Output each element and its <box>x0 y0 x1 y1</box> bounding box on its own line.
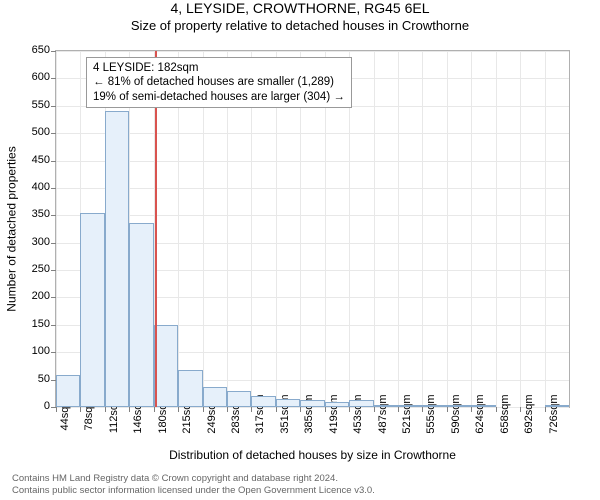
xtick-label: 419sqm <box>328 394 340 433</box>
histogram-bar <box>325 402 349 407</box>
xtick-label: 658sqm <box>499 394 511 433</box>
ytick-label: 350 <box>32 208 50 220</box>
xtick-mark <box>56 407 57 412</box>
xtick-mark <box>520 407 521 412</box>
gridline-h <box>56 215 569 216</box>
xtick-mark <box>105 407 106 412</box>
histogram-bar <box>80 213 104 407</box>
x-axis-label: Distribution of detached houses by size … <box>55 448 570 462</box>
gridline-v <box>447 51 448 407</box>
xtick-label: 555sqm <box>425 394 437 433</box>
histogram-bar <box>398 405 422 407</box>
histogram-bar <box>300 400 324 407</box>
ytick-label: 600 <box>32 71 50 83</box>
gridline-v <box>520 51 521 407</box>
ytick-label: 400 <box>32 181 50 193</box>
histogram-bar <box>447 405 471 407</box>
y-axis-label: Number of detached properties <box>5 50 19 408</box>
xtick-mark <box>545 407 546 412</box>
xtick-label: 487sqm <box>377 394 389 433</box>
gridline-v <box>422 51 423 407</box>
xtick-mark <box>203 407 204 412</box>
ytick-label: 0 <box>44 400 50 412</box>
xtick-mark <box>154 407 155 412</box>
xtick-mark <box>251 407 252 412</box>
xtick-mark <box>447 407 448 412</box>
ytick-label: 50 <box>38 373 50 385</box>
footer-line-1: Contains HM Land Registry data © Crown c… <box>12 473 375 484</box>
gridline-v <box>374 51 375 407</box>
ytick-label: 550 <box>32 99 50 111</box>
gridline-h <box>56 133 569 134</box>
ytick-label: 500 <box>32 126 50 138</box>
ytick-label: 250 <box>32 263 50 275</box>
ytick-label: 200 <box>32 290 50 302</box>
xtick-mark <box>398 407 399 412</box>
chart-subtitle: Size of property relative to detached ho… <box>0 18 600 33</box>
xtick-mark <box>80 407 81 412</box>
histogram-bar <box>178 370 202 407</box>
gridline-v <box>471 51 472 407</box>
ytick-label: 150 <box>32 318 50 330</box>
annotation-line-1: 4 LEYSIDE: 182sqm <box>93 61 345 75</box>
gridline-v <box>545 51 546 407</box>
histogram-bar <box>471 405 495 407</box>
histogram-bar <box>203 387 227 407</box>
gridline-v <box>56 51 57 407</box>
footer-line-2: Contains public sector information licen… <box>12 485 375 496</box>
ytick-label: 100 <box>32 345 50 357</box>
gridline-h <box>56 161 569 162</box>
xtick-mark <box>129 407 130 412</box>
ytick-label: 450 <box>32 154 50 166</box>
gridline-h <box>56 51 569 52</box>
plot-area: 4 LEYSIDE: 182sqm ← 81% of detached hous… <box>55 50 570 408</box>
xtick-mark <box>496 407 497 412</box>
xtick-label: 726sqm <box>548 394 560 433</box>
histogram-bar <box>105 111 129 407</box>
xtick-mark <box>325 407 326 412</box>
annotation-box: 4 LEYSIDE: 182sqm ← 81% of detached hous… <box>86 57 352 108</box>
xtick-mark <box>422 407 423 412</box>
gridline-v <box>398 51 399 407</box>
chart-container: 4, LEYSIDE, CROWTHORNE, RG45 6EL Size of… <box>0 0 600 500</box>
footer-text: Contains HM Land Registry data © Crown c… <box>12 473 375 496</box>
xtick-mark <box>349 407 350 412</box>
ytick-label: 300 <box>32 236 50 248</box>
xtick-mark <box>471 407 472 412</box>
histogram-bar <box>251 396 275 407</box>
xtick-label: 692sqm <box>523 394 535 433</box>
histogram-bar <box>154 325 178 407</box>
xtick-label: 590sqm <box>450 394 462 433</box>
xtick-mark <box>227 407 228 412</box>
histogram-bar <box>56 375 80 407</box>
histogram-bar <box>545 405 569 407</box>
histogram-bar <box>374 405 398 407</box>
gridline-h <box>56 188 569 189</box>
chart-title: 4, LEYSIDE, CROWTHORNE, RG45 6EL <box>0 0 600 16</box>
xtick-mark <box>374 407 375 412</box>
gridline-v <box>496 51 497 407</box>
annotation-line-2: ← 81% of detached houses are smaller (1,… <box>93 75 345 89</box>
histogram-bar <box>276 399 300 407</box>
histogram-bar <box>349 400 373 407</box>
annotation-line-3: 19% of semi-detached houses are larger (… <box>93 90 345 104</box>
xtick-mark <box>300 407 301 412</box>
xtick-label: 521sqm <box>401 394 413 433</box>
xtick-mark <box>178 407 179 412</box>
histogram-bar <box>129 223 153 407</box>
xtick-label: 624sqm <box>474 394 486 433</box>
histogram-bar <box>227 391 251 407</box>
ytick-label: 650 <box>32 44 50 56</box>
histogram-bar <box>422 405 446 407</box>
xtick-mark <box>276 407 277 412</box>
